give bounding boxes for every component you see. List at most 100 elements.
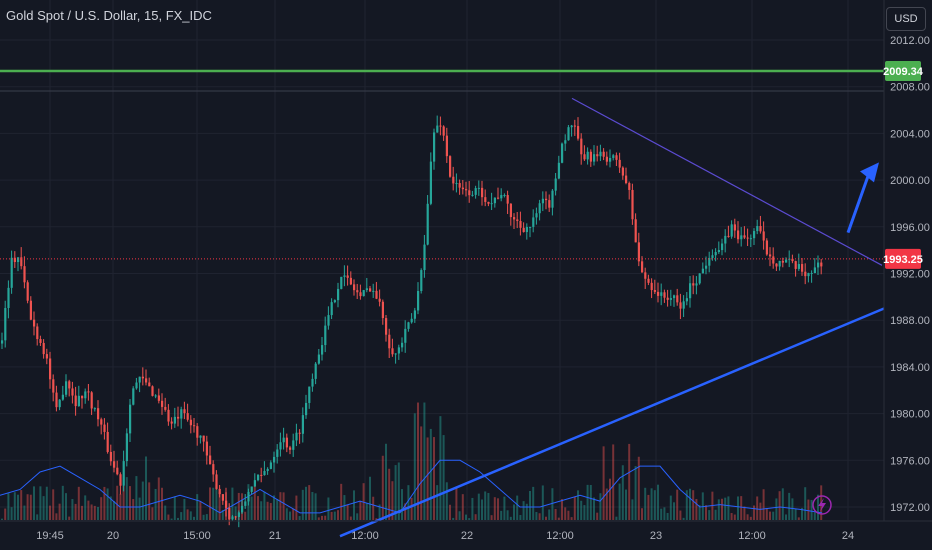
- candle-body: [49, 358, 52, 380]
- candle-body: [724, 235, 727, 244]
- candle-body: [189, 419, 192, 426]
- candle-body: [500, 195, 503, 199]
- volume-bar: [218, 491, 221, 520]
- volume-bar: [439, 416, 442, 520]
- currency-button[interactable]: USD: [886, 7, 926, 31]
- volume-bar: [426, 437, 429, 520]
- volume-bar: [647, 494, 650, 520]
- volume-bar: [778, 491, 781, 520]
- volume-bar: [653, 490, 656, 520]
- volume-bar: [490, 515, 493, 520]
- volume-bar: [634, 466, 637, 520]
- volume-bar: [484, 491, 487, 520]
- lightning-icon[interactable]: [812, 495, 832, 515]
- candle-body: [490, 203, 493, 205]
- volume-bar: [385, 443, 387, 520]
- volume-moving-average-line: [0, 459, 823, 514]
- drawing-lines[interactable]: [0, 69, 885, 538]
- candle-body: [343, 275, 346, 277]
- volume-bar: [362, 483, 365, 520]
- candle-body: [10, 257, 13, 288]
- volume-bar: [327, 497, 330, 520]
- support-trend-line[interactable]: [339, 307, 885, 538]
- volume-bar: [631, 499, 634, 520]
- volume-bar: [301, 489, 304, 520]
- candle-body: [84, 391, 87, 399]
- candle-body: [52, 379, 55, 393]
- volume-bar: [641, 508, 643, 520]
- volume-bar: [762, 489, 765, 520]
- candle-body: [417, 291, 420, 311]
- volume-bar: [324, 515, 327, 520]
- candle-body: [583, 154, 586, 160]
- symbol-title[interactable]: Gold Spot / U.S. Dollar, 15, FX_IDC: [6, 8, 212, 23]
- volume-bar: [39, 486, 42, 520]
- candle-body: [481, 187, 484, 198]
- candle-body: [58, 399, 61, 408]
- candle-body: [71, 388, 74, 396]
- candle-body: [449, 156, 452, 177]
- volume-bar: [637, 456, 640, 520]
- candle-body: [433, 132, 436, 162]
- volume-bar: [618, 483, 621, 520]
- time-axis[interactable]: 19:45 20 15:00 21 12:00 22 12:00 23 12:00 24: [0, 520, 932, 542]
- candle-body: [708, 257, 711, 266]
- projection-arrow-shaft: [846, 172, 871, 234]
- volume-bar: [391, 481, 394, 520]
- volume-bar: [644, 487, 647, 520]
- volume-bar: [650, 488, 653, 520]
- candle-body: [551, 190, 554, 208]
- volume-bar: [676, 489, 679, 520]
- volume-bar: [404, 503, 407, 520]
- candle-body: [138, 376, 141, 383]
- candle-body: [385, 318, 388, 335]
- candle-body: [122, 461, 125, 486]
- candle-body: [33, 319, 36, 327]
- volume-bar: [164, 505, 167, 520]
- volume-bar: [589, 484, 592, 520]
- volume-bar: [221, 509, 224, 520]
- candle-body: [199, 435, 202, 438]
- volume-bar: [263, 491, 266, 520]
- volume-bar: [717, 499, 720, 520]
- volume-bar: [394, 465, 397, 520]
- volume-bar: [724, 497, 727, 520]
- candle-body: [353, 284, 356, 291]
- volume-bar: [522, 501, 525, 520]
- candle-body: [455, 183, 458, 185]
- candle-body: [148, 382, 151, 387]
- candle-body: [621, 167, 624, 176]
- candle-body: [237, 512, 240, 517]
- candle-body: [253, 480, 256, 487]
- candle-body: [525, 227, 528, 233]
- candle-body: [493, 197, 496, 204]
- volume-bar: [253, 486, 256, 520]
- candle-body: [721, 243, 724, 251]
- descending-trend-line[interactable]: [571, 97, 883, 266]
- candle-body: [631, 189, 634, 220]
- candle-body: [705, 265, 708, 269]
- volume-bar: [215, 483, 218, 520]
- volume-bar: [573, 496, 576, 520]
- candle-body: [468, 190, 471, 196]
- price-axis[interactable]: 2012.00 2008.00 2004.00 2000.00 1996.00 1992.…: [883, 0, 930, 521]
- candle-body: [173, 416, 176, 424]
- candle-body: [577, 126, 580, 139]
- volume-bar: [628, 443, 631, 520]
- volume-bar: [695, 498, 698, 520]
- volume-bar: [55, 513, 58, 520]
- candle-body: [321, 345, 324, 355]
- volume-bar: [93, 505, 96, 520]
- volume-bar: [442, 435, 445, 520]
- volume-bar: [61, 485, 64, 520]
- candle-body: [23, 266, 26, 283]
- candle-body: [682, 301, 685, 309]
- volume-bar: [356, 513, 359, 520]
- candle-body: [410, 318, 413, 323]
- candle-body: [442, 126, 445, 136]
- candle-body: [337, 288, 340, 301]
- volume-bar: [660, 508, 663, 520]
- candle-body: [426, 203, 429, 245]
- volume-bar: [532, 486, 535, 520]
